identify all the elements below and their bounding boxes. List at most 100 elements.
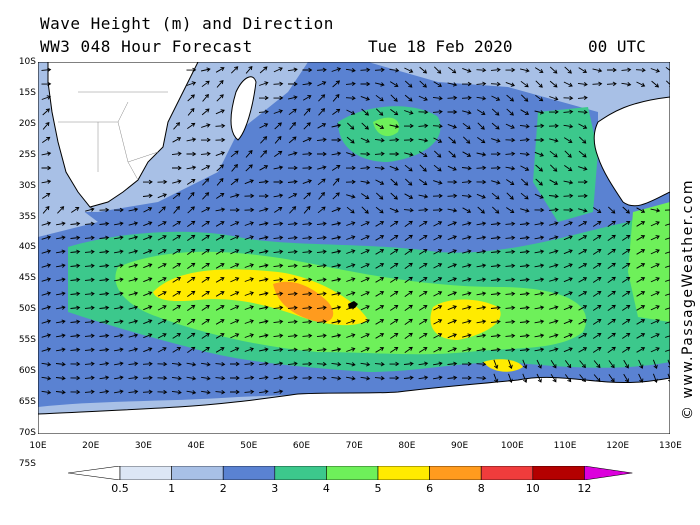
wave-arrow: [447, 109, 458, 115]
wave-arrow: [505, 347, 516, 353]
wave-arrow: [302, 179, 312, 185]
wave-arrow: [404, 67, 414, 73]
wave-arrow: [360, 333, 370, 339]
wave-arrow: [508, 359, 513, 369]
wave-arrow: [274, 150, 283, 157]
wave-arrow: [375, 333, 385, 339]
wave-arrow: [157, 221, 167, 227]
wave-arrow: [316, 361, 327, 367]
wave-arrow: [41, 376, 52, 381]
wave-arrow: [331, 277, 342, 282]
wave-arrow: [534, 123, 545, 129]
wave-arrow: [534, 193, 544, 199]
wave-arrow: [505, 67, 516, 73]
wave-arrow: [549, 319, 559, 324]
wave-arrow: [84, 361, 95, 367]
wave-arrow: [201, 207, 211, 213]
wave-arrow: [563, 137, 573, 143]
wave-arrow: [418, 151, 428, 157]
wave-arrow: [403, 375, 414, 381]
wave-arrow: [273, 347, 284, 352]
wave-arrow: [273, 165, 284, 170]
sea-band-1-2m: [38, 62, 670, 212]
wave-arrow: [84, 235, 95, 241]
wave-arrow: [389, 207, 399, 213]
wave-arrow: [404, 193, 414, 199]
wave-arrow: [84, 389, 95, 395]
wave-arrow: [636, 319, 646, 325]
wave-arrow: [433, 361, 443, 366]
wave-arrow: [520, 94, 529, 102]
wave-arrow: [56, 319, 66, 324]
wave-arrow: [433, 150, 442, 158]
wave-arrow: [447, 82, 458, 87]
wave-arrow: [650, 347, 660, 353]
wave-arrow: [404, 332, 413, 339]
wave-arrow: [346, 194, 356, 199]
wave-arrow: [462, 122, 471, 130]
wave-arrow: [331, 291, 342, 296]
wave-arrow: [361, 108, 370, 116]
wave-arrow: [360, 81, 371, 87]
wave-arrow: [244, 277, 254, 282]
wave-arrow: [476, 221, 487, 226]
wave-arrow: [563, 347, 573, 353]
wave-arrow: [390, 249, 399, 255]
wave-arrow: [462, 136, 471, 144]
madagascar-land: [230, 76, 257, 141]
wave-height-map: [38, 62, 670, 434]
wave-arrow: [419, 164, 427, 172]
wave-arrow: [172, 263, 182, 269]
wave-arrow: [142, 389, 153, 395]
wave-arrow: [578, 319, 588, 325]
wave-arrow: [476, 179, 487, 185]
lon-label: 110E: [553, 441, 577, 451]
wave-arrow: [493, 373, 499, 383]
wave-arrow: [519, 347, 530, 353]
wave-arrow: [200, 151, 211, 157]
wave-arrow: [650, 291, 660, 297]
wave-arrow: [346, 376, 356, 381]
wave-arrow: [461, 375, 472, 381]
wave-arrow: [187, 332, 196, 339]
wave-arrow: [418, 221, 428, 227]
wave-arrow: [273, 305, 284, 310]
wave-arrow: [288, 81, 298, 87]
wave-arrow: [374, 137, 385, 143]
wave-arrow: [215, 277, 225, 283]
wave-arrow: [622, 221, 631, 227]
wave-arrow: [578, 235, 588, 241]
wave-arrow: [172, 333, 182, 339]
wave-arrow: [360, 221, 370, 227]
wave-arrow: [172, 305, 182, 311]
wave-arrow: [158, 206, 166, 214]
wave-arrow: [651, 80, 660, 88]
wave-arrow: [230, 193, 240, 198]
wave-arrow: [505, 249, 516, 255]
wave-arrow: [70, 263, 81, 269]
wave-arrow: [390, 319, 399, 325]
wave-arrow: [287, 361, 298, 367]
wave-arrow: [491, 138, 501, 143]
wave-arrow: [650, 277, 660, 283]
wave-arrow: [448, 66, 457, 74]
wave-arrow: [578, 263, 588, 269]
wave-arrow: [187, 206, 195, 214]
wave-arrow: [549, 138, 559, 143]
wave-arrow: [577, 109, 588, 115]
wave-arrow: [172, 347, 182, 353]
wave-arrow: [621, 67, 632, 73]
wave-arrow: [84, 249, 95, 255]
wave-arrow: [317, 206, 326, 214]
wave-arrow: [259, 235, 269, 240]
wave-arrow: [505, 291, 516, 297]
wave-arrow: [432, 207, 443, 213]
wave-arrow: [229, 207, 240, 213]
wave-arrow: [607, 206, 616, 214]
wave-arrow: [375, 179, 385, 185]
wave-arrow: [128, 207, 139, 212]
wave-arrow: [549, 305, 559, 310]
wave-arrow: [259, 347, 269, 352]
wave-arrow: [389, 137, 400, 143]
wave-arrow: [461, 165, 472, 171]
